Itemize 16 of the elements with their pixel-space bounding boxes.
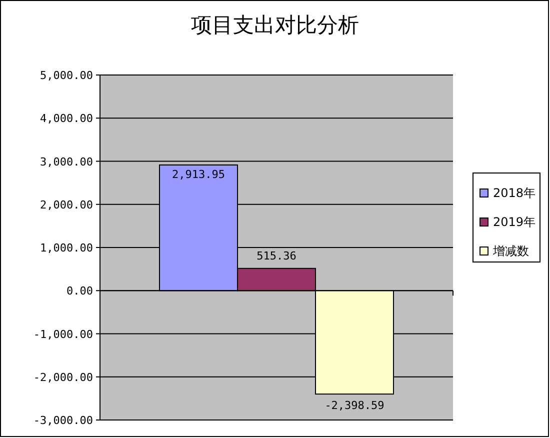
data-label: 2,913.95 — [172, 168, 225, 181]
y-tick-label: 0.00 — [66, 284, 93, 298]
y-tick-label: -2,000.00 — [33, 370, 93, 384]
y-tick-label: 2,000.00 — [40, 198, 93, 212]
y-tick-label: -3,000.00 — [33, 414, 93, 427]
legend-label: 增减数 — [492, 244, 529, 258]
legend-label: 2018年 — [493, 186, 536, 200]
data-label: -2,398.59 — [324, 399, 384, 412]
legend-label: 2019年 — [493, 215, 536, 229]
y-tick-label: 5,000.00 — [40, 69, 93, 82]
data-label: 515.36 — [256, 249, 296, 262]
chart-title: 项目支出对比分析 — [191, 13, 359, 37]
y-tick-label: 3,000.00 — [40, 155, 93, 168]
y-tick-label: 1,000.00 — [40, 242, 93, 254]
y-tick-label: -1,000.00 — [33, 328, 93, 341]
y-tick-label: 4,000.00 — [40, 112, 93, 126]
